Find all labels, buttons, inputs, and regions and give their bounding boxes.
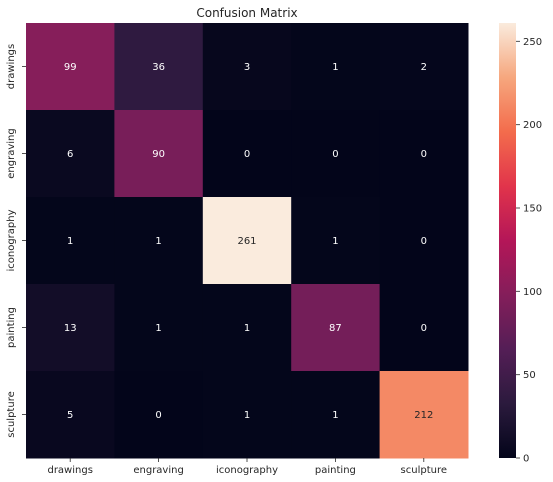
heatmap-cell bbox=[202, 284, 292, 372]
heatmap-cell bbox=[291, 197, 381, 285]
cell-value-label: 0 bbox=[421, 323, 427, 334]
y-tick-label: engraving bbox=[6, 128, 17, 178]
colorbar-tick-label: 200 bbox=[523, 120, 542, 131]
cell-value-label: 1 bbox=[67, 236, 73, 247]
x-tick-label: painting bbox=[315, 465, 356, 476]
heatmap-cell bbox=[26, 284, 115, 372]
cell-value-label: 0 bbox=[244, 149, 250, 160]
heatmap-cell bbox=[379, 197, 469, 285]
heatmap-cell bbox=[291, 284, 381, 372]
colorbar-tick-label: 250 bbox=[523, 37, 542, 48]
x-axis: drawings engraving iconography painting scul… bbox=[47, 458, 447, 476]
colorbar-tick-label: 50 bbox=[523, 370, 536, 381]
cell-value-label: 1 bbox=[244, 410, 250, 421]
heatmap-cell bbox=[114, 284, 204, 372]
cell-value-label: 1 bbox=[244, 323, 250, 334]
cell-value-label: 0 bbox=[332, 149, 338, 160]
heatmap-cell bbox=[114, 371, 204, 459]
colorbar-ticks: 0 50 100 150 200 250 bbox=[516, 37, 542, 465]
heatmap-cell bbox=[114, 110, 204, 198]
cell-value-label: 99 bbox=[64, 62, 77, 73]
cell-value-label: 1 bbox=[332, 236, 338, 247]
heatmap-cell bbox=[291, 371, 381, 459]
cell-value-label: 1 bbox=[332, 410, 338, 421]
colorbar-tick-label: 0 bbox=[523, 454, 529, 465]
x-tick-label: engraving bbox=[133, 465, 183, 476]
colorbar-tick-label: 100 bbox=[523, 287, 542, 298]
heatmap-cell bbox=[202, 110, 292, 198]
heatmap-cell bbox=[26, 371, 115, 459]
heatmap-cell bbox=[202, 23, 292, 111]
heatmap-cell bbox=[202, 197, 292, 285]
y-tick-label: sculpture bbox=[6, 391, 17, 437]
cell-value-label: 1 bbox=[332, 62, 338, 73]
heatmap-cell bbox=[26, 110, 115, 198]
y-tick-label: drawings bbox=[6, 44, 17, 89]
colorbar-tick-label: 150 bbox=[523, 204, 542, 215]
cell-value-label: 0 bbox=[421, 149, 427, 160]
y-tick-label: iconography bbox=[6, 209, 17, 271]
cell-value-label: 0 bbox=[421, 236, 427, 247]
cell-value-label: 36 bbox=[152, 62, 165, 73]
heatmap-cell bbox=[202, 371, 292, 459]
colorbar: 0 50 100 150 200 250 bbox=[499, 23, 542, 465]
cell-value-label: 90 bbox=[152, 149, 165, 160]
y-axis: drawings engraving iconography painting scul… bbox=[6, 44, 26, 438]
heatmap-cell bbox=[114, 197, 204, 285]
x-tick-label: drawings bbox=[47, 465, 92, 476]
heatmap-cell bbox=[291, 23, 381, 111]
cell-value-label: 13 bbox=[64, 323, 77, 334]
y-tick-label: painting bbox=[6, 307, 17, 348]
heatmap-cell bbox=[114, 23, 204, 111]
cell-value-label: 6 bbox=[67, 149, 73, 160]
cell-value-label: 3 bbox=[244, 62, 250, 73]
heatmap-cell bbox=[379, 371, 469, 459]
heatmap-cell bbox=[26, 197, 115, 285]
heatmap-cells: 99 36 3 1 2 6 90 0 0 0 1 1 261 1 0 13 1 1 87 0 5 0 1 1 212 bbox=[26, 23, 469, 459]
heatmap-cell bbox=[379, 23, 469, 111]
x-tick-label: iconography bbox=[216, 465, 278, 476]
cell-value-label: 87 bbox=[329, 323, 342, 334]
cell-value-label: 2 bbox=[421, 62, 427, 73]
heatmap-cell bbox=[26, 23, 115, 111]
heatmap-cell bbox=[291, 110, 381, 198]
cell-value-label: 261 bbox=[237, 236, 256, 247]
cell-value-label: 1 bbox=[155, 236, 161, 247]
heatmap-cell bbox=[379, 110, 469, 198]
cell-value-label: 1 bbox=[155, 323, 161, 334]
colorbar-gradient bbox=[499, 23, 516, 458]
heatmap-cell bbox=[379, 284, 469, 372]
x-tick-label: sculpture bbox=[401, 465, 447, 476]
chart-title: Confusion Matrix bbox=[196, 6, 297, 20]
cell-value-label: 0 bbox=[155, 410, 161, 421]
cell-value-label: 212 bbox=[414, 410, 433, 421]
cell-value-label: 5 bbox=[67, 410, 73, 421]
